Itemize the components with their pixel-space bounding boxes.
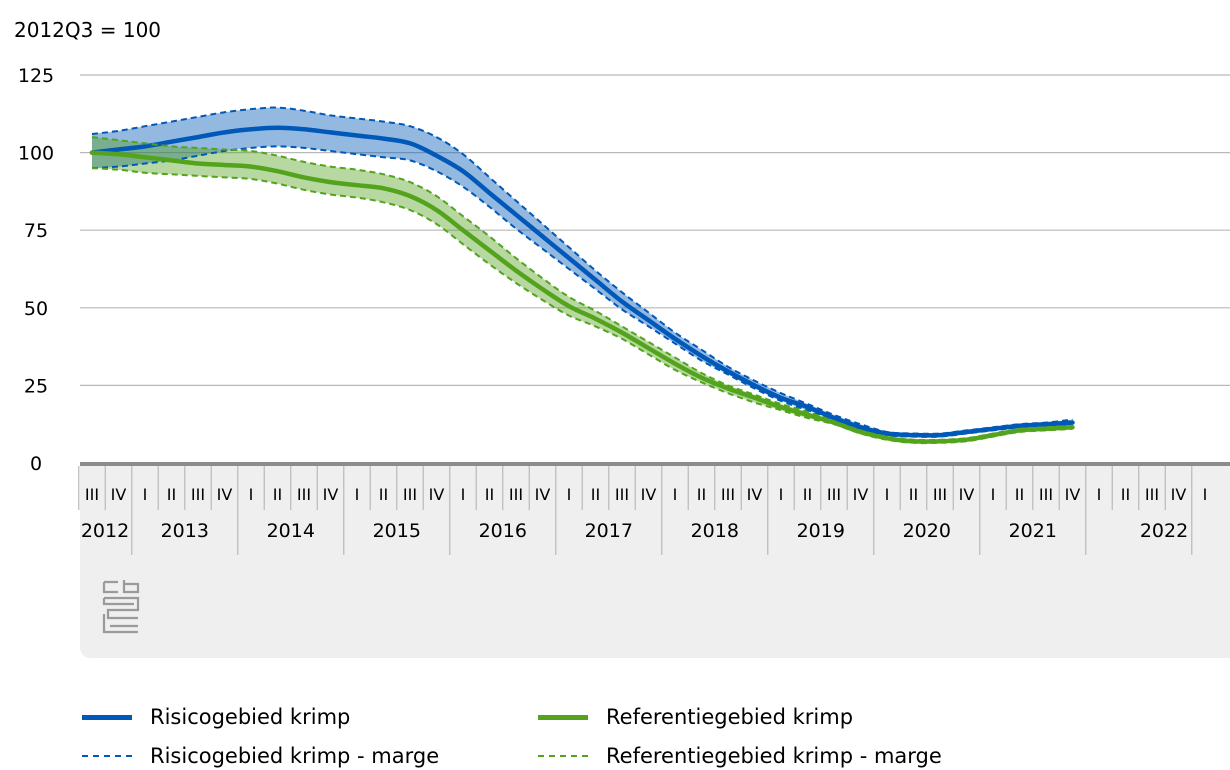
quarter-label: IV [959, 485, 975, 504]
quarter-label: I [249, 485, 254, 504]
legend-label: Risicogebied krimp - marge [150, 744, 440, 768]
quarter-label: III [615, 485, 629, 504]
quarter-label: II [273, 485, 282, 504]
quarter-label: IV [217, 485, 233, 504]
quarter-label: III [1145, 485, 1159, 504]
quarter-label: II [1121, 485, 1130, 504]
y-tick-labels: 0 25 50 75 100 125 [18, 65, 54, 475]
quarter-label: II [485, 485, 494, 504]
quarter-label: III [403, 485, 417, 504]
legend-label: Risicogebied krimp [150, 705, 351, 729]
year-label: 2013 [161, 520, 209, 542]
quarter-label: III [933, 485, 947, 504]
year-label: 2019 [797, 520, 845, 542]
quarter-label: III [509, 485, 523, 504]
series-lines [89, 106, 1075, 445]
year-label: 2016 [479, 520, 527, 542]
legend-label: Referentiegebied krimp [606, 705, 854, 729]
quarter-label: IV [429, 485, 445, 504]
legend-item-referentiegebied-marge: Referentiegebied krimp - marge [538, 744, 942, 768]
legend-item-referentiegebied: Referentiegebied krimp [538, 705, 853, 729]
legend-swatch-dashed-blue [82, 755, 132, 757]
x-axis-panel: III IV I II III IV I II III IV I II III IV I II III IV I II… [78, 462, 1230, 658]
gridlines [80, 74, 1230, 386]
quarter-label: II [167, 485, 176, 504]
quarter-label: I [567, 485, 572, 504]
quarter-label: III [827, 485, 841, 504]
y-unit-label: 2012Q3 = 100 [14, 18, 161, 42]
margin-band [92, 137, 1073, 444]
legend-swatch-dashed-green [538, 755, 588, 757]
quarter-label: IV [853, 485, 869, 504]
quarter-label: III [191, 485, 205, 504]
quarter-label: III [85, 485, 99, 504]
year-label: 2017 [585, 520, 633, 542]
legend-label: Referentiegebied krimp - marge [606, 744, 942, 768]
quarter-label: I [673, 485, 678, 504]
y-tick-label: 125 [18, 65, 54, 87]
quarter-label: IV [641, 485, 657, 504]
quarter-label: III [297, 485, 311, 504]
cbs-logo-icon [102, 580, 140, 634]
quarter-label: IV [1171, 485, 1187, 504]
quarter-label: I [355, 485, 360, 504]
quarter-label: I [143, 485, 148, 504]
year-label: 2020 [903, 520, 951, 542]
quarter-label: IV [747, 485, 763, 504]
year-label: 2012 [81, 520, 129, 542]
y-tick-label: 75 [24, 220, 48, 242]
quarter-label: I [461, 485, 466, 504]
series-line [89, 150, 1075, 444]
quarter-label: II [697, 485, 706, 504]
quarter-label: IV [323, 485, 339, 504]
y-tick-label: 50 [24, 298, 48, 320]
quarter-label: I [779, 485, 784, 504]
quarter-label: I [991, 485, 996, 504]
y-tick-label: 100 [18, 143, 54, 165]
legend-swatch-solid-blue [82, 714, 132, 720]
y-tick-label: 25 [24, 375, 48, 397]
series-line-marge [91, 145, 1073, 438]
quarter-label: IV [1065, 485, 1081, 504]
quarter-label: I [885, 485, 890, 504]
quarter-label: III [1039, 485, 1053, 504]
legend-item-risicogebied-marge: Risicogebied krimp - marge [82, 744, 439, 768]
quarter-label: III [721, 485, 735, 504]
quarter-label: I [1203, 485, 1208, 504]
year-label: 2022 [1140, 520, 1188, 542]
legend-swatch-solid-green [538, 714, 588, 720]
y-tick-label: 0 [30, 453, 42, 475]
quarter-label: II [909, 485, 918, 504]
x-axis-background [80, 463, 1230, 658]
year-label: 2018 [691, 520, 739, 542]
margin-band [92, 107, 1073, 437]
year-label: 2015 [373, 520, 421, 542]
quarter-label: II [591, 485, 600, 504]
quarter-label: II [379, 485, 388, 504]
quarter-label: IV [111, 485, 127, 504]
quarter-label: I [1097, 485, 1102, 504]
series-line [89, 125, 1075, 438]
year-label: 2021 [1009, 520, 1057, 542]
legend-item-risicogebied: Risicogebied krimp [82, 705, 350, 729]
series-line-marge [91, 167, 1073, 445]
series-line-marge [91, 136, 1073, 441]
series-line-marge [91, 106, 1073, 435]
quarter-label: II [1015, 485, 1024, 504]
quarter-label: II [803, 485, 812, 504]
quarter-label: IV [535, 485, 551, 504]
margin-bands [92, 107, 1073, 444]
year-label: 2014 [267, 520, 315, 542]
